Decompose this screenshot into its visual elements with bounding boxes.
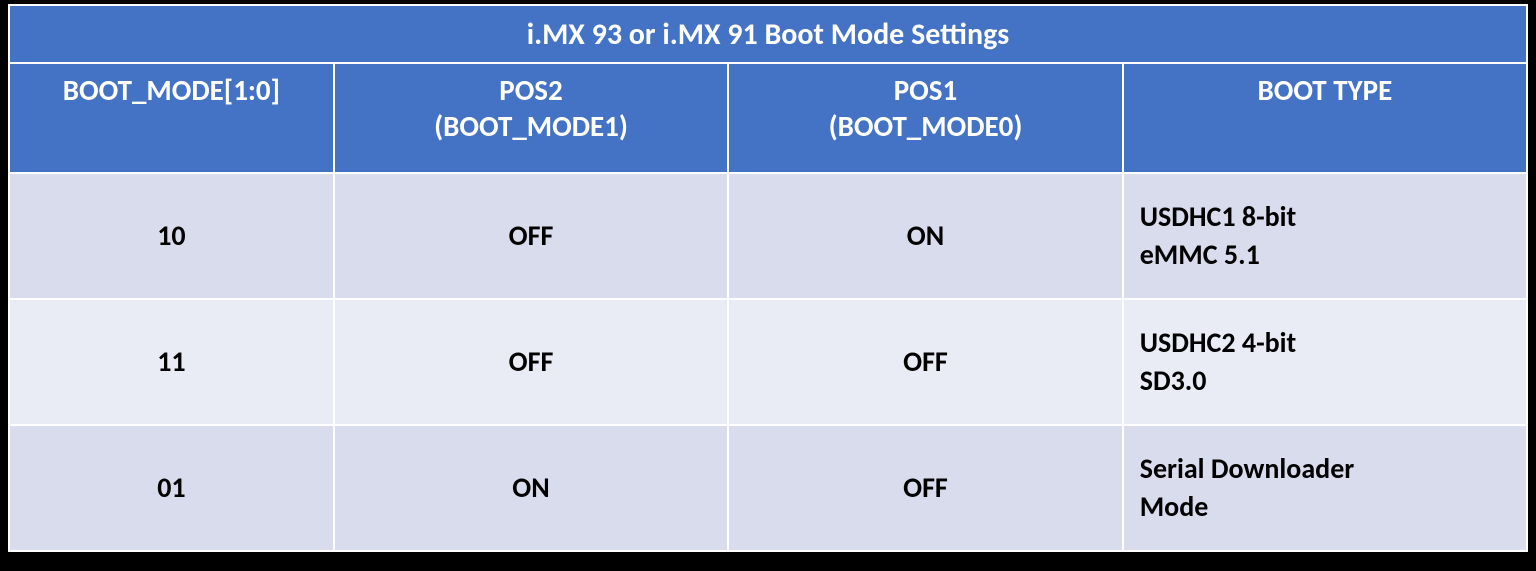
table-header-row: BOOT_MODE[1:0] POS2 (BOOT_MODE1) POS1 (B… [9,63,1527,173]
cell-boottype: USDHC1 8-bit eMMC 5.1 [1123,173,1527,299]
cell-pos1: OFF [728,425,1122,551]
cell-boottype: Serial Downloader Mode [1123,425,1527,551]
cell-boottype-l2: eMMC 5.1 [1140,237,1260,272]
cell-boottype-l1: USDHC1 8-bit [1140,199,1297,234]
cell-boottype-l1: Serial Downloader [1140,451,1355,486]
col-header-line1: BOOT TYPE [1257,72,1392,108]
table-row: 11 OFF OFF USDHC2 4-bit SD3.0 [9,299,1527,425]
cell-pos1: OFF [728,299,1122,425]
cell-pos2: OFF [334,173,728,299]
cell-mode: 01 [9,425,334,551]
cell-mode: 10 [9,173,334,299]
cell-mode: 11 [9,299,334,425]
col-header-line1: POS1 [894,72,957,108]
col-header-boottype: BOOT TYPE [1123,63,1527,173]
cell-pos1: ON [728,173,1122,299]
cell-boottype: USDHC2 4-bit SD3.0 [1123,299,1527,425]
table-row: 10 OFF ON USDHC1 8-bit eMMC 5.1 [9,173,1527,299]
cell-boottype-l2: SD3.0 [1140,363,1207,398]
col-header-line2: (BOOT_MODE0) [829,108,1023,144]
table-title: i.MX 93 or i.MX 91 Boot Mode Settings [527,16,1010,53]
cell-pos2: ON [334,425,728,551]
table-row: 01 ON OFF Serial Downloader Mode [9,425,1527,551]
col-header-line2: (BOOT_MODE1) [434,108,628,144]
table-title-cell: i.MX 93 or i.MX 91 Boot Mode Settings [9,5,1527,63]
col-header-line1: POS2 [499,72,562,108]
table-title-row: i.MX 93 or i.MX 91 Boot Mode Settings [9,5,1527,63]
cell-boottype-l2: Mode [1140,489,1209,524]
col-header-bootmode: BOOT_MODE[1:0] [9,63,334,173]
cell-pos2: OFF [334,299,728,425]
col-header-pos2: POS2 (BOOT_MODE1) [334,63,728,173]
boot-mode-table: i.MX 93 or i.MX 91 Boot Mode Settings BO… [8,4,1528,552]
col-header-line1: BOOT_MODE[1:0] [63,72,280,108]
col-header-pos1: POS1 (BOOT_MODE0) [728,63,1122,173]
cell-boottype-l1: USDHC2 4-bit [1140,325,1297,360]
